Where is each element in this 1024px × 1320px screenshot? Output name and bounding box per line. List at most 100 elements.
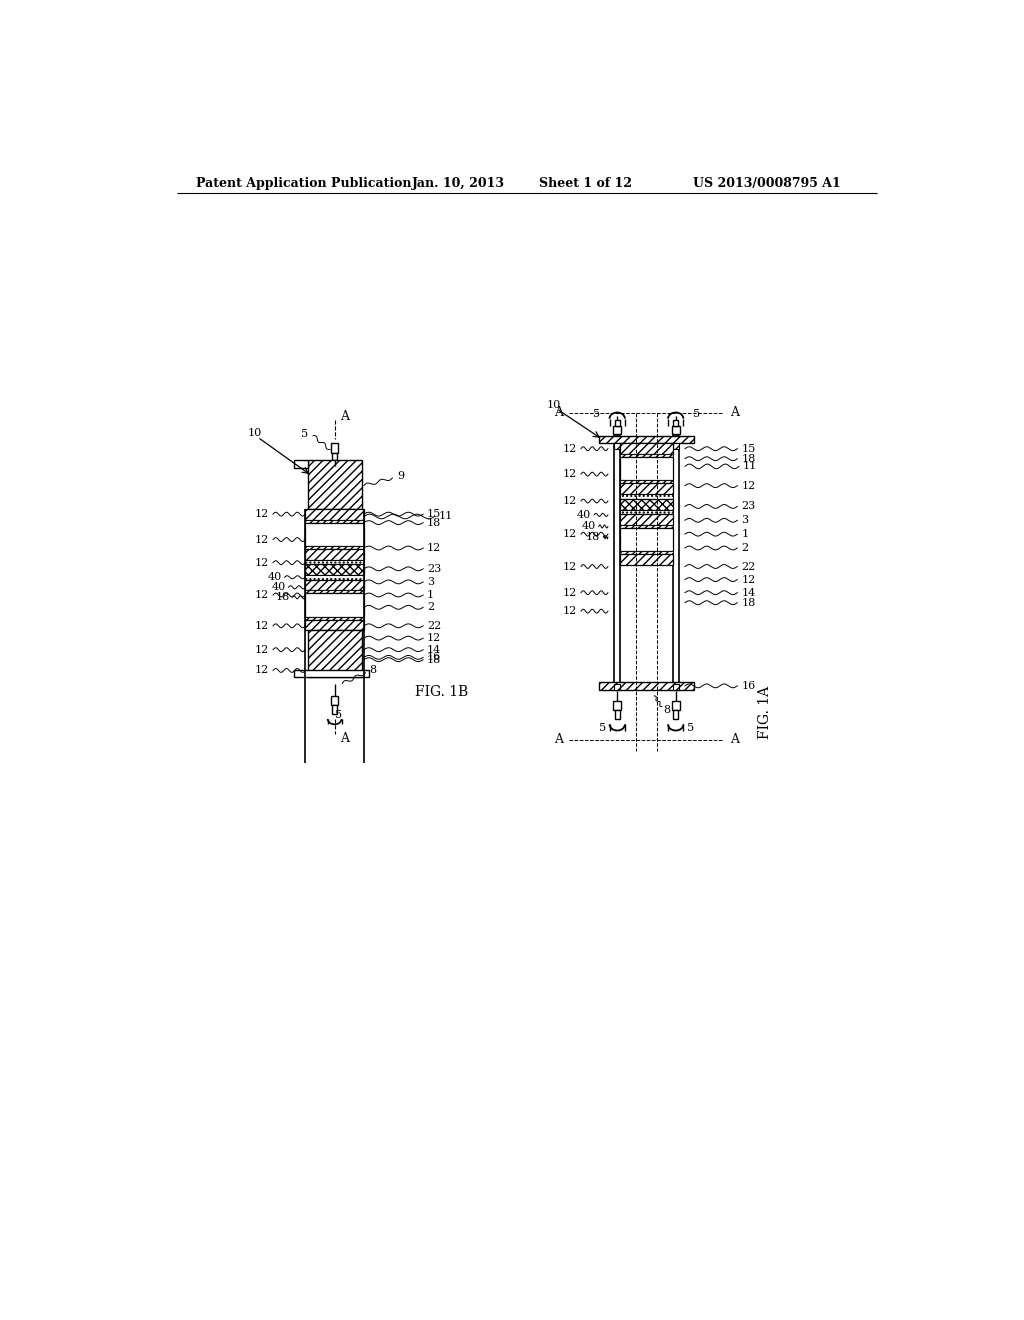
Text: A: A	[340, 409, 349, 422]
Text: 18: 18	[275, 593, 290, 602]
Text: 5: 5	[599, 723, 606, 733]
Bar	[331, 442, 339, 453]
Bar	[614, 710, 620, 719]
Text: 11: 11	[438, 511, 453, 521]
Bar	[305, 564, 364, 576]
Text: 12: 12	[255, 510, 269, 519]
Text: 2: 2	[741, 543, 749, 553]
Text: A: A	[730, 407, 738, 418]
Text: 11: 11	[742, 462, 757, 471]
Bar	[672, 701, 680, 710]
Bar	[305, 579, 364, 590]
Bar	[305, 619, 364, 631]
Bar	[333, 705, 337, 714]
Text: 1: 1	[427, 590, 434, 601]
Text: 12: 12	[255, 665, 269, 676]
Text: 23: 23	[741, 502, 756, 511]
Bar	[305, 576, 364, 579]
Bar	[621, 510, 673, 515]
Bar	[294, 461, 307, 469]
Text: 15: 15	[427, 510, 441, 519]
Text: 12: 12	[563, 606, 578, 616]
Bar	[294, 669, 370, 677]
Text: 16: 16	[741, 681, 756, 690]
Text: 12: 12	[741, 574, 756, 585]
Text: 12: 12	[427, 634, 441, 643]
Text: 40: 40	[271, 582, 286, 593]
Bar	[621, 499, 673, 510]
Text: 8: 8	[370, 665, 377, 676]
Text: 22: 22	[427, 620, 441, 631]
Text: 12: 12	[563, 444, 578, 454]
Text: 12: 12	[563, 469, 578, 479]
Bar	[673, 684, 679, 689]
Text: A: A	[730, 733, 738, 746]
Bar	[599, 436, 694, 444]
Bar	[672, 426, 680, 434]
Text: 40: 40	[582, 521, 596, 532]
Text: 12: 12	[255, 644, 269, 655]
Text: 5: 5	[686, 723, 693, 733]
Text: 9: 9	[397, 471, 404, 482]
Bar	[614, 436, 621, 689]
Text: 16: 16	[427, 652, 441, 663]
Bar	[305, 590, 364, 594]
Bar	[621, 525, 673, 528]
Bar	[305, 549, 364, 560]
Text: 5: 5	[692, 409, 699, 418]
Text: 2: 2	[427, 602, 434, 612]
Text: 8: 8	[664, 705, 671, 714]
Text: 3: 3	[741, 515, 749, 525]
Text: 12: 12	[563, 529, 578, 539]
Text: 23: 23	[427, 564, 441, 574]
Text: 5: 5	[300, 429, 307, 440]
Bar	[614, 684, 621, 689]
Bar	[305, 508, 364, 520]
Text: 5: 5	[593, 409, 600, 418]
Bar	[614, 420, 620, 426]
Bar	[674, 710, 678, 719]
Text: A: A	[554, 407, 563, 418]
Bar	[331, 696, 339, 705]
Text: Jan. 10, 2013: Jan. 10, 2013	[412, 177, 505, 190]
Bar	[614, 444, 621, 449]
Text: 5: 5	[335, 710, 342, 721]
Text: 12: 12	[255, 557, 269, 568]
Bar	[621, 494, 673, 499]
Bar	[621, 483, 673, 494]
Text: 18: 18	[586, 532, 600, 543]
Text: 12: 12	[255, 535, 269, 545]
Bar	[621, 444, 673, 454]
Bar	[305, 520, 364, 523]
Bar	[333, 453, 337, 461]
Bar	[305, 545, 364, 549]
Bar	[674, 420, 678, 426]
Text: FIG. 1A: FIG. 1A	[758, 686, 772, 739]
Text: 14: 14	[427, 644, 441, 655]
Text: 18: 18	[741, 454, 756, 463]
Bar	[673, 444, 679, 449]
Bar	[621, 552, 673, 554]
Text: 1: 1	[741, 529, 749, 539]
Text: 3: 3	[427, 577, 434, 587]
Text: 12: 12	[563, 587, 578, 598]
Text: 14: 14	[741, 587, 756, 598]
Bar	[621, 515, 673, 525]
Text: 18: 18	[427, 655, 441, 665]
Bar	[621, 554, 673, 565]
Text: 12: 12	[255, 590, 269, 601]
Text: 40: 40	[577, 510, 591, 520]
Bar	[305, 560, 364, 564]
Bar	[613, 426, 621, 434]
Text: US 2013/0008795 A1: US 2013/0008795 A1	[692, 177, 841, 190]
Text: FIG. 1B: FIG. 1B	[416, 685, 469, 700]
Text: 40: 40	[268, 573, 283, 582]
Bar	[305, 523, 364, 545]
Bar	[621, 480, 673, 483]
Bar	[613, 701, 621, 710]
Text: 10: 10	[547, 400, 560, 409]
Bar	[673, 436, 679, 689]
Text: 12: 12	[563, 561, 578, 572]
Text: 15: 15	[741, 444, 756, 454]
Text: A: A	[554, 733, 563, 746]
